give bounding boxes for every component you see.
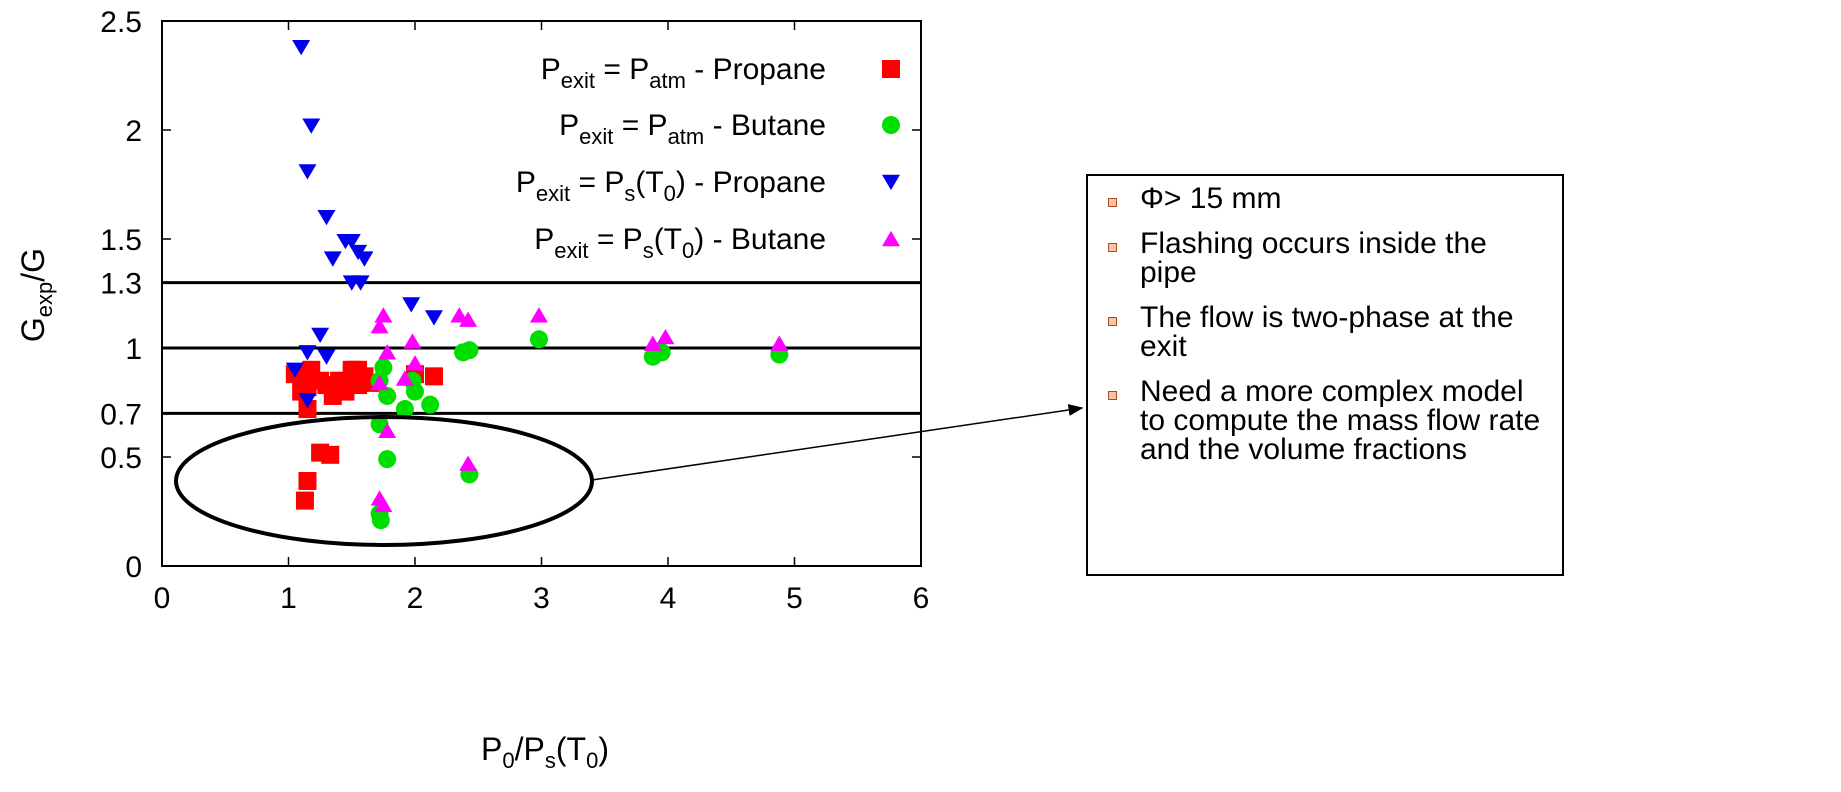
- data-point: [402, 297, 421, 313]
- data-point: [406, 355, 424, 371]
- plot-frame: [161, 20, 922, 567]
- data-point: [355, 251, 374, 267]
- data-point: [643, 335, 662, 351]
- callout-item-text: The flow is two-phase at the exit: [1140, 301, 1514, 363]
- x-tick-label: 0: [154, 582, 171, 615]
- series-4: [370, 307, 789, 513]
- y-tick-label: 0.5: [100, 442, 142, 475]
- data-point: [424, 367, 443, 386]
- x-tick-label: 4: [660, 582, 677, 615]
- x-tick-label: 5: [786, 582, 803, 615]
- data-point: [317, 210, 336, 226]
- legend-marker: [882, 60, 900, 78]
- legend-label: Pexit = Patm - Butane: [559, 109, 826, 149]
- reference-lines: [162, 281, 921, 415]
- data-point: [370, 318, 389, 334]
- data-point: [317, 349, 336, 365]
- data-point: [374, 307, 393, 323]
- data-point: [378, 386, 397, 405]
- y-tick-label: 1: [125, 333, 142, 366]
- data-point: [406, 382, 424, 401]
- callout-item: The flow is two-phase at the exit: [1106, 301, 1542, 363]
- y-tick-label: 2: [125, 115, 142, 148]
- data-point: [302, 118, 321, 134]
- callout-item-text: Φ> 15 mm: [1140, 182, 1282, 215]
- data-point: [298, 400, 317, 419]
- data-point: [321, 445, 340, 464]
- legend: Pexit = Patm - Propane Pexit = Patm - But…: [516, 53, 900, 263]
- legend-label: Pexit = Ps(T0) - Butane: [534, 223, 826, 263]
- highlight-ellipse: [174, 415, 594, 547]
- data-point: [374, 358, 393, 377]
- data-point: [424, 310, 443, 326]
- x-tick-label: 6: [913, 582, 930, 615]
- data-point: [370, 374, 389, 391]
- data-point: [459, 455, 478, 471]
- series-3: [285, 39, 443, 409]
- y-tick-label: 1.5: [100, 224, 142, 257]
- data-point: [371, 511, 390, 530]
- data-point: [351, 275, 370, 291]
- series-2: [370, 330, 789, 530]
- data-point: [459, 311, 478, 327]
- y-tick-label: 0.7: [100, 398, 142, 431]
- data-point: [311, 327, 330, 344]
- data-point: [298, 471, 317, 490]
- data-point: [298, 393, 317, 409]
- callout-item: Φ> 15 mm: [1106, 182, 1542, 215]
- data-point: [460, 341, 479, 360]
- data-point: [421, 395, 440, 414]
- bullet-icon: [1108, 198, 1117, 207]
- data-point: [378, 344, 397, 360]
- data-point: [450, 307, 469, 323]
- callout-item: Flashing occurs inside the pipe: [1106, 227, 1542, 289]
- x-axis-title: P0/Ps(T0): [481, 731, 609, 773]
- data-point: [298, 164, 317, 180]
- x-tick-label: 3: [533, 582, 550, 615]
- x-tick-label: 2: [407, 582, 424, 615]
- y-axis-title: Gexp/G: [15, 248, 57, 342]
- data-point: [656, 329, 675, 345]
- legend-label: Pexit = Patm - Propane: [541, 53, 826, 93]
- legend-marker: [882, 116, 900, 134]
- data-point: [295, 491, 314, 510]
- bullet-icon: [1108, 391, 1117, 400]
- data-point: [285, 362, 304, 378]
- data-point: [298, 345, 317, 361]
- data-point: [529, 307, 548, 323]
- bullet-icon: [1108, 243, 1117, 252]
- data-point: [378, 450, 397, 469]
- data-point: [323, 251, 342, 267]
- data-point: [395, 400, 414, 419]
- bullet-icon: [1108, 317, 1117, 326]
- data-point: [374, 496, 393, 513]
- x-tick-label: 1: [280, 582, 297, 615]
- legend-marker: [882, 174, 900, 191]
- callout-item-text: Flashing occurs inside the pipe: [1140, 227, 1487, 289]
- legend-label: Pexit = Ps(T0) - Propane: [516, 166, 826, 206]
- data-point: [403, 333, 422, 349]
- plot-border: [161, 20, 922, 567]
- callout-box: Φ> 15 mm Flashing occurs inside the pipe T…: [1086, 174, 1564, 576]
- data-point: [529, 330, 548, 349]
- y-tick-label: 1.3: [100, 268, 142, 301]
- y-tick-label: 2.5: [100, 6, 142, 39]
- legend-marker: [882, 230, 900, 247]
- callout-item: Need a more complex model to compute the…: [1106, 375, 1542, 466]
- callout-list: Φ> 15 mm Flashing occurs inside the pipe T…: [1088, 176, 1562, 466]
- callout-arrow: [591, 404, 1084, 481]
- data-points: [285, 39, 789, 530]
- callout-item-text: Need a more complex model to compute the…: [1140, 375, 1541, 466]
- data-point: [349, 360, 368, 379]
- data-point: [378, 422, 397, 439]
- y-tick-label: 0: [125, 551, 142, 584]
- data-point: [342, 233, 361, 250]
- data-point: [292, 39, 311, 56]
- axis-ticks: 0 1 2 3 4 5 6 0 0.5 0.7 1 1.3 1.5 2 2.5: [100, 6, 929, 615]
- data-point: [770, 335, 789, 351]
- data-point: [395, 370, 414, 386]
